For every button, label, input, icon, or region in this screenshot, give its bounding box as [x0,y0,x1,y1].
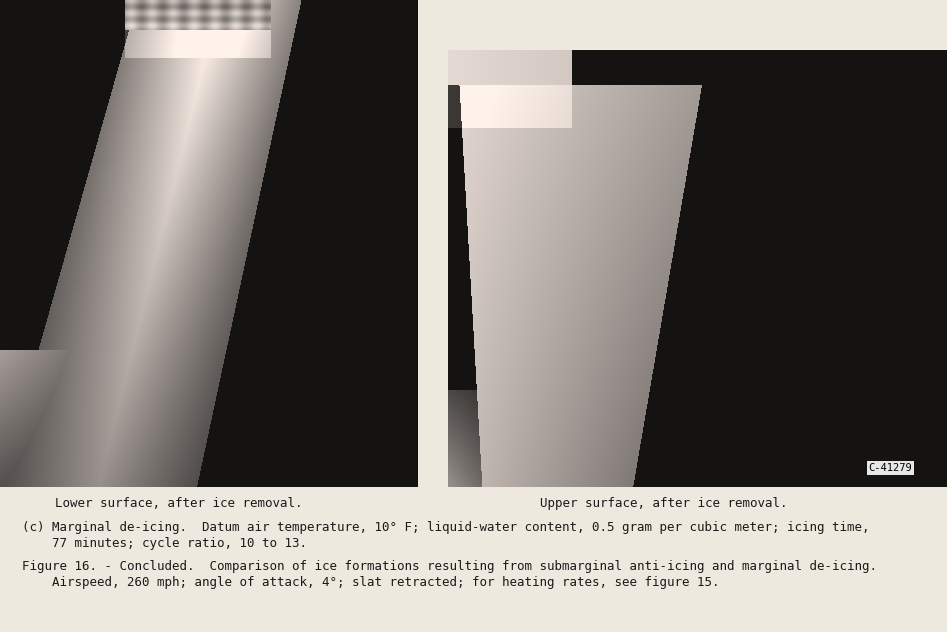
Text: (c) Marginal de-icing.  Datum air temperature, 10° F; liquid-water content, 0.5 : (c) Marginal de-icing. Datum air tempera… [22,521,869,534]
Text: Lower surface, after ice removal.: Lower surface, after ice removal. [55,497,302,510]
Text: Airspeed, 260 mph; angle of attack, 4°; slat retracted; for heating rates, see f: Airspeed, 260 mph; angle of attack, 4°; … [22,576,720,589]
Text: Upper surface, after ice removal.: Upper surface, after ice removal. [540,497,788,510]
Text: Figure 16. - Concluded.  Comparison of ice formations resulting from submarginal: Figure 16. - Concluded. Comparison of ic… [22,560,877,573]
Text: C-41279: C-41279 [868,463,912,473]
Text: 77 minutes; cycle ratio, 10 to 13.: 77 minutes; cycle ratio, 10 to 13. [22,537,307,550]
